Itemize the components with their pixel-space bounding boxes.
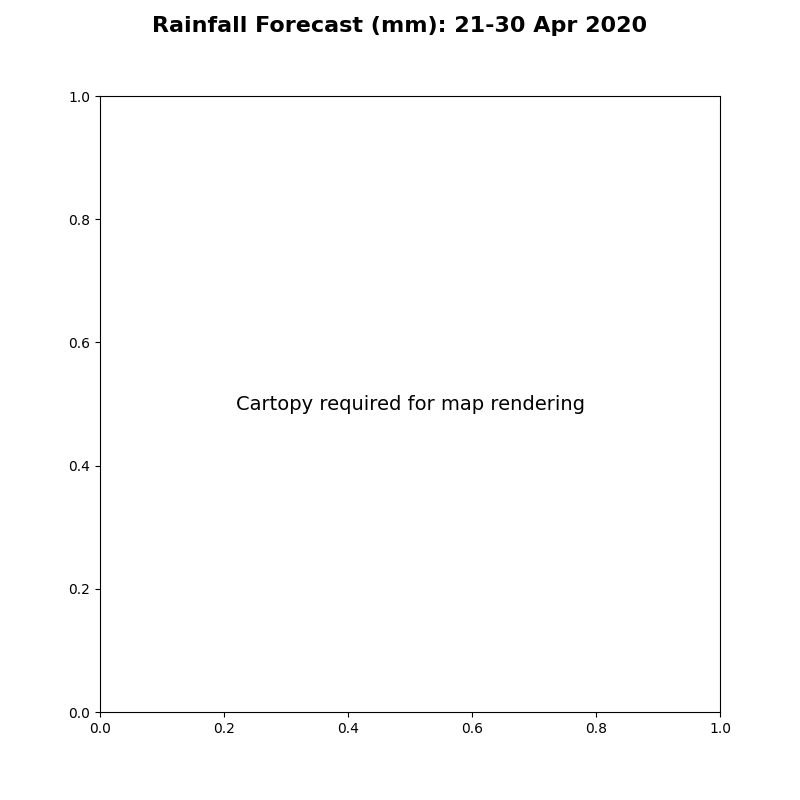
Text: Rainfall Forecast (mm): 21-30 Apr 2020: Rainfall Forecast (mm): 21-30 Apr 2020 [153, 16, 647, 36]
Text: Cartopy required for map rendering: Cartopy required for map rendering [235, 394, 585, 414]
